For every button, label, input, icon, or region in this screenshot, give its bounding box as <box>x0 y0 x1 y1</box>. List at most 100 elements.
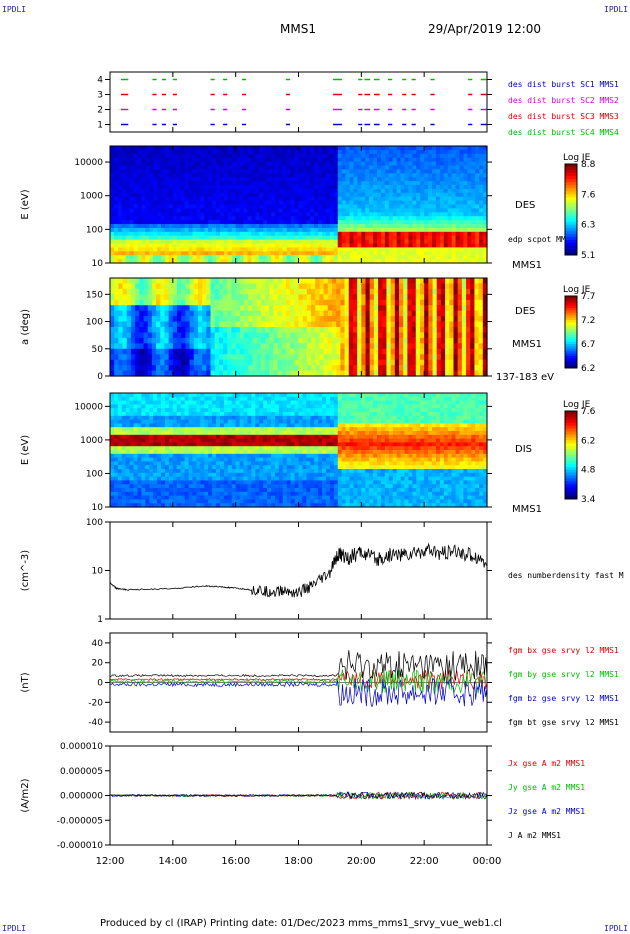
heatmap-cell <box>219 224 225 229</box>
heatmap-cell <box>322 204 327 209</box>
heatmap-cell <box>263 185 268 190</box>
heatmap-cell <box>110 216 115 221</box>
heatmap-cell <box>412 227 417 233</box>
heatmap-cell <box>244 365 249 372</box>
heatmap-cell <box>294 321 300 328</box>
heatmap-cell <box>117 165 123 170</box>
heatmap-cell <box>344 305 350 312</box>
heatmap-cell <box>157 157 162 163</box>
heatmap-cell <box>181 343 186 350</box>
heatmap-cell <box>247 157 252 163</box>
heatmap-cell <box>415 278 421 285</box>
heatmap-cell <box>252 316 258 323</box>
heatmap-cell <box>483 243 488 248</box>
heatmap-cell <box>164 181 170 186</box>
heatmap-cell <box>336 310 341 317</box>
heatmap-cell <box>137 408 143 413</box>
heatmap-cell <box>214 316 220 323</box>
heatmap-cell <box>319 359 325 366</box>
heatmap-cell <box>180 161 186 167</box>
heatmap-cell <box>467 243 472 248</box>
heatmap-cell <box>181 337 186 344</box>
heatmap-cell <box>386 321 392 328</box>
heatmap-cell <box>223 157 229 163</box>
heatmap-cell <box>189 365 195 372</box>
heatmap-cell <box>420 243 425 248</box>
heatmap-cell <box>471 188 476 194</box>
heatmap-cell <box>239 239 245 245</box>
heatmap-cell <box>449 305 455 312</box>
heatmap-cell <box>243 251 249 256</box>
heatmap-cell <box>139 310 145 317</box>
heatmap-cell <box>244 316 249 323</box>
heatmap-cell <box>161 188 166 194</box>
heatmap-cell <box>337 173 343 178</box>
heatmap-cell <box>396 157 402 163</box>
heatmap-cell <box>340 316 346 323</box>
heatmap-cell <box>344 278 350 285</box>
heatmap-cell <box>415 310 421 317</box>
heatmap-cell <box>239 192 245 198</box>
heatmap-cell <box>176 181 182 186</box>
heatmap-cell <box>143 294 149 301</box>
heatmap-cell <box>451 173 457 178</box>
heatmap-cell <box>349 173 355 178</box>
heatmap-cell <box>157 220 162 225</box>
heatmap-cell <box>252 321 258 328</box>
heatmap-cell <box>475 216 480 221</box>
heatmap-cell <box>399 332 404 339</box>
heatmap-cell <box>461 327 467 334</box>
heatmap-cell <box>281 278 287 285</box>
heatmap-cell <box>470 283 476 290</box>
heatmap-cell <box>243 227 249 233</box>
heatmap-cell <box>396 200 402 206</box>
heatmap-cell <box>223 243 229 248</box>
heatmap-cell <box>216 161 221 167</box>
heatmap-cell <box>290 212 296 217</box>
heatmap-cell <box>126 332 132 339</box>
heatmap-cell <box>255 235 260 241</box>
heatmap-cell <box>157 196 162 202</box>
heatmap-cell <box>302 370 308 377</box>
heatmap-cell <box>435 146 441 151</box>
heatmap-cell <box>467 204 472 209</box>
heatmap-cell <box>282 161 288 167</box>
heatmap-cell <box>145 227 150 233</box>
heatmap-cell <box>156 359 161 366</box>
heatmap-cell <box>110 177 115 182</box>
heatmap-cell <box>390 310 396 317</box>
heatmap-cell <box>260 354 266 361</box>
heatmap-cell <box>143 278 149 285</box>
heatmap-cell <box>243 243 249 248</box>
heatmap-cell <box>286 231 292 237</box>
heatmap-cell <box>184 157 190 163</box>
heatmap-cell <box>290 231 296 237</box>
colorbar-swatch <box>565 218 577 223</box>
heatmap-cell <box>219 173 225 178</box>
heatmap-cell <box>185 316 191 323</box>
heatmap-cell <box>196 146 201 151</box>
heatmap-cell <box>428 278 434 285</box>
heatmap-cell <box>121 427 127 432</box>
heatmap-cell <box>164 343 170 350</box>
heatmap-cell <box>298 227 304 233</box>
heatmap-cell <box>384 259 390 264</box>
heatmap-cell <box>322 224 327 229</box>
heatmap-cell <box>419 354 425 361</box>
heatmap-cell <box>453 305 459 312</box>
heatmap-cell <box>323 278 329 285</box>
corner-mark-bottom-left: IPDLI <box>2 924 27 933</box>
heatmap-cell <box>353 235 359 241</box>
heatmap-cell <box>197 354 203 361</box>
heatmap-cell <box>424 259 429 264</box>
heatmap-cell <box>325 161 331 167</box>
heatmap-cell <box>378 370 383 377</box>
heatmap-cell <box>239 196 245 202</box>
heatmap-cell <box>325 188 331 194</box>
heatmap-cell <box>168 212 174 217</box>
heatmap-cell <box>151 305 157 312</box>
heatmap-cell <box>286 208 292 213</box>
heatmap-cell <box>461 337 467 344</box>
heatmap-cell <box>290 259 296 264</box>
heatmap-cell <box>390 365 396 372</box>
